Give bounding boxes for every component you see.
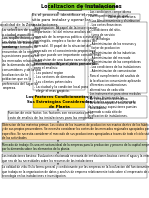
Bar — [88, 96, 147, 118]
Bar — [33, 65, 85, 90]
Bar — [2, 49, 30, 82]
Text: Obtencion de las materias primas: Los costos de los insumos de produccion necesa: Obtencion de las materias primas: Los co… — [3, 123, 149, 140]
Bar — [33, 96, 85, 108]
Text: La calidad de vida: Es la forma general y condicionante por las empresa en la lo: La calidad de vida: Es la forma general … — [3, 165, 149, 178]
Text: Localidad de la Zona: Localidad de la Zona — [0, 23, 34, 27]
Text: - La oferta y demanda
- Las condiciones competidoras
- Los requerimientos de igu: - La oferta y demanda - Las condiciones … — [89, 5, 141, 110]
Text: Funcion de este factor, los factores son necesarios en el
costo de analisis de l: Funcion de este factor, los factores son… — [8, 111, 94, 120]
Bar — [2, 38, 30, 47]
Bar — [2, 22, 30, 27]
Bar — [2, 165, 147, 178]
Text: Los mercados: Algunos datos considerados
para el analisis:
- Los paises/ region
: Los mercados: Algunos datos considerados… — [34, 62, 98, 93]
Text: Componentes: Componentes — [108, 15, 136, 19]
Text: La seleccion de ciudad
o ciudad especifica: La seleccion de ciudad o ciudad especifi… — [3, 28, 41, 37]
Bar — [2, 142, 147, 152]
Bar — [2, 154, 147, 163]
Bar — [33, 29, 85, 63]
Text: Mercado de trabajo: Es una estructura ideal de la empresa para la produccion y p: Mercado de trabajo: Es una estructura id… — [3, 143, 149, 151]
Text: Los datos historicos que
pueden ser tomados de
encuentas de la region y
suposici: Los datos historicos que pueden ser toma… — [3, 41, 42, 90]
Text: Los datos historicos de los
condiciones apoyan en el mercado
de la region y supo: Los datos historicos de los condiciones … — [89, 96, 137, 118]
Text: Investigacion: El papel de la investigacion
importante: (el del mismo analisis d: Investigacion: El papel de la investigac… — [34, 26, 100, 66]
Bar — [88, 22, 147, 93]
Bar — [2, 123, 147, 140]
Bar — [48, 3, 115, 10]
Bar — [104, 14, 140, 20]
Text: Los Factores Condicionantes y
Sus Estrategias Consideradas
de Planta: Los Factores Condicionantes y Sus Estrat… — [26, 95, 92, 109]
Bar — [32, 14, 85, 26]
Text: Las instalaciones basicas: Evaluacion relacionada necesaria de instalaciones bas: Las instalaciones basicas: Evaluacion re… — [3, 154, 149, 163]
Text: Localizacion de Instalaciones: Localizacion de Instalaciones — [41, 4, 122, 9]
Text: Es el proceso: identificar el mejor
sitio para instalar y operar las
instalacion: Es el proceso: identificar el mejor siti… — [32, 13, 98, 27]
Text: Los requerimientos del
mercado de bienes de
consumo: Los requerimientos del mercado de bienes… — [3, 36, 41, 49]
Bar — [8, 111, 85, 120]
Bar — [2, 29, 30, 36]
